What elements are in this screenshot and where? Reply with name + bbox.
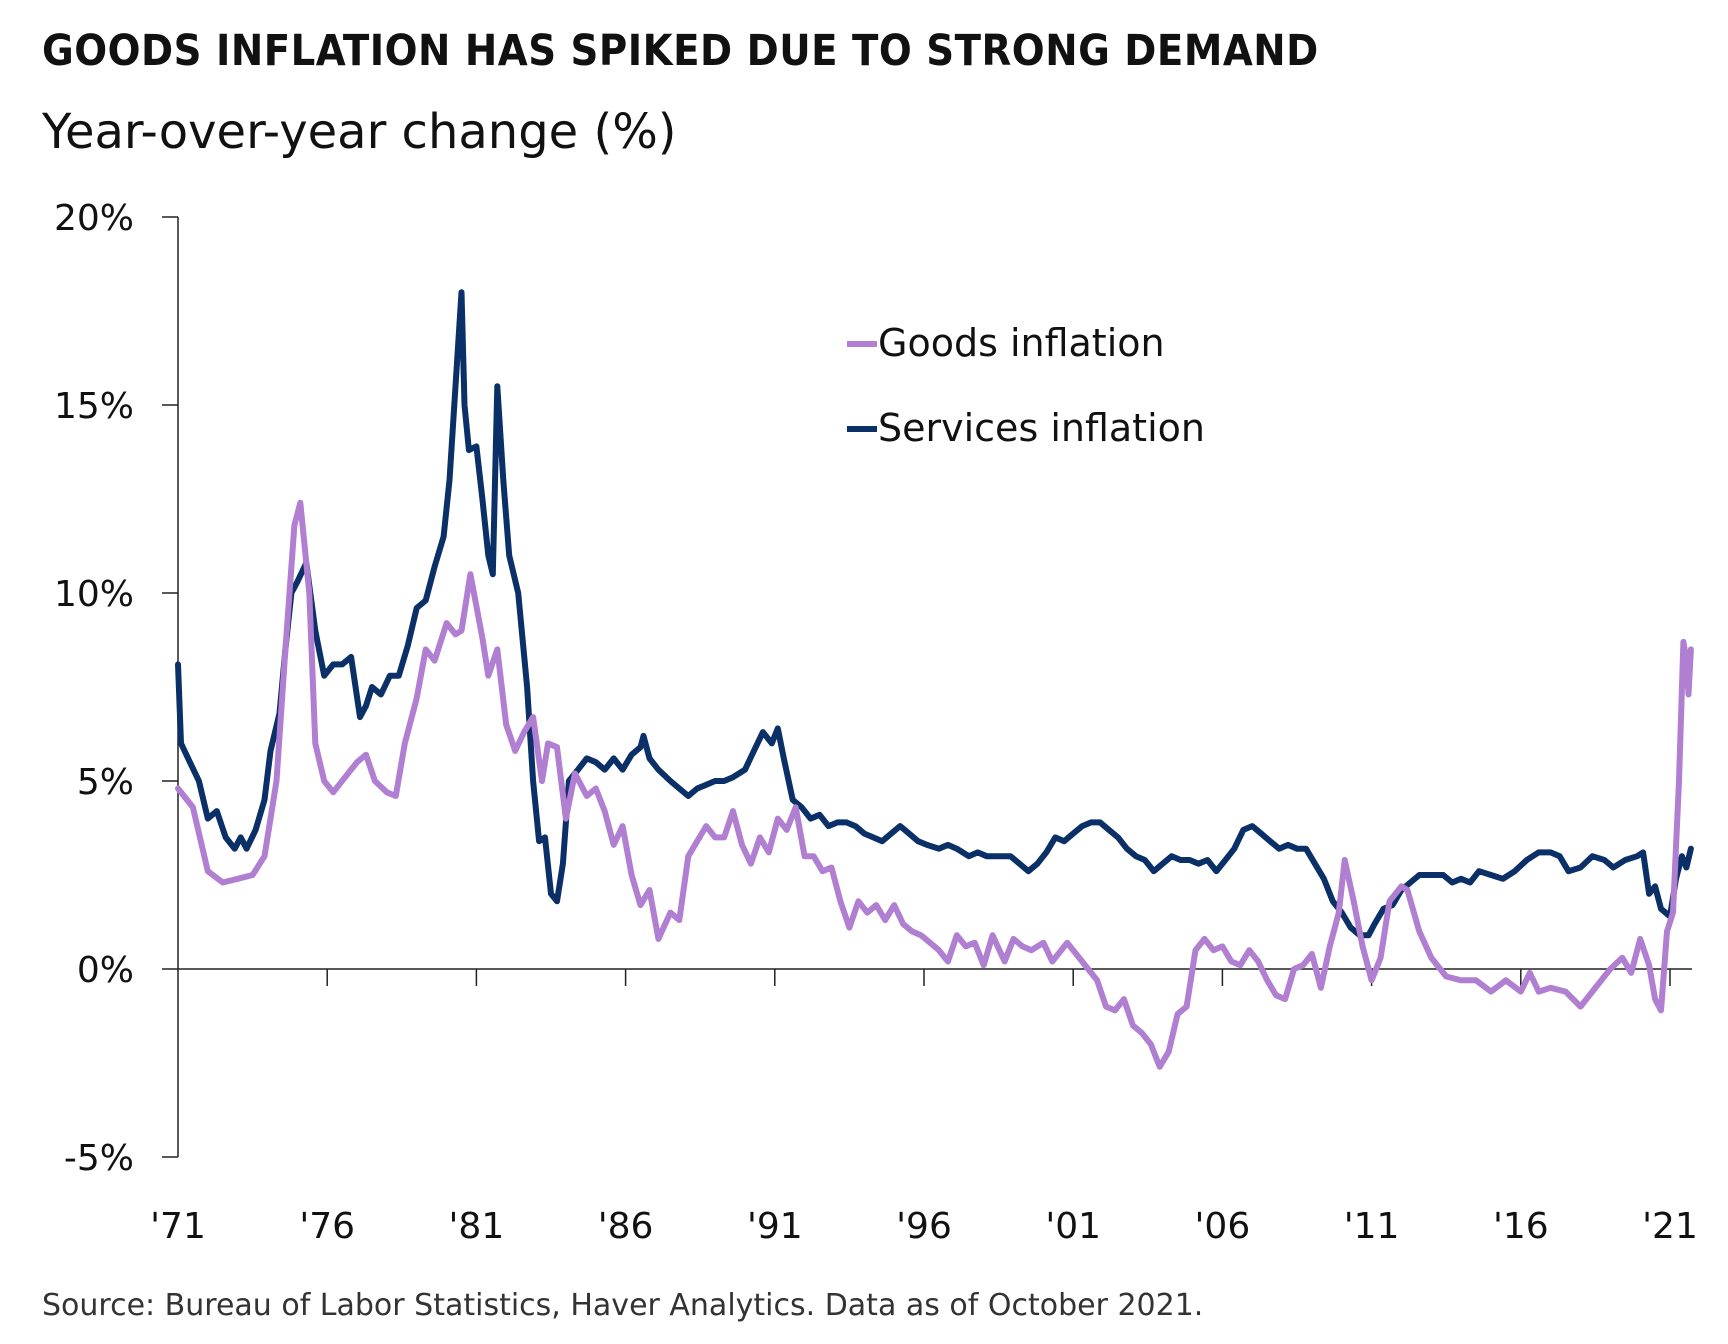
y-tick-label: 15% [54,386,134,427]
chart-title: GOODS INFLATION HAS SPIKED DUE TO STRONG… [42,26,1319,76]
x-tick-label: '76 [299,1206,355,1247]
x-tick-label: '71 [150,1206,206,1247]
y-tick-label: 10% [54,574,134,615]
series-group [175,289,1694,1070]
x-tick-label: '86 [598,1206,654,1247]
chart-subtitle: Year-over-year change (%) [42,104,677,160]
y-tick-label: 5% [77,762,134,803]
y-tick-label: -5% [64,1138,134,1179]
y-tick-label: 20% [54,198,134,239]
y-tick-label: 0% [77,950,134,991]
legend-label: Services inflation [878,406,1205,450]
x-tick-label: '96 [896,1206,952,1247]
axes: 20% 15% 10% 5% 0% -5% '71 '76 '81 '86 '91 '96 '01 '06… [54,198,1698,1247]
x-tick-label: '01 [1045,1206,1101,1247]
x-tick-label: '06 [1195,1206,1251,1247]
goods-inflation-line [175,499,1694,1070]
x-tick-label: '16 [1493,1206,1549,1247]
legend-label: Goods inflation [878,321,1165,365]
x-tick-label: '91 [747,1206,803,1247]
x-tick-label: '81 [449,1206,505,1247]
x-tick-label: '21 [1642,1206,1698,1247]
x-tick-label: '11 [1344,1206,1400,1247]
services-inflation-line [175,289,1694,939]
legend: Goods inflation Services inflation [847,321,1205,450]
source-note: Source: Bureau of Labor Statistics, Have… [42,1288,1204,1323]
